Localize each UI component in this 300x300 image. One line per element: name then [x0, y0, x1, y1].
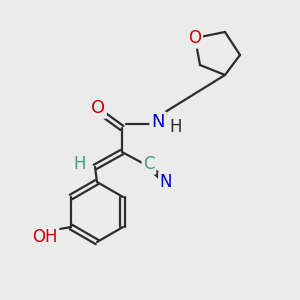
Text: O: O [188, 29, 202, 47]
Text: N: N [151, 113, 165, 131]
Text: C: C [143, 155, 155, 173]
Text: O: O [91, 99, 105, 117]
Text: H: H [170, 118, 182, 136]
Text: N: N [160, 173, 172, 191]
Text: H: H [74, 155, 86, 173]
Text: OH: OH [32, 228, 58, 246]
